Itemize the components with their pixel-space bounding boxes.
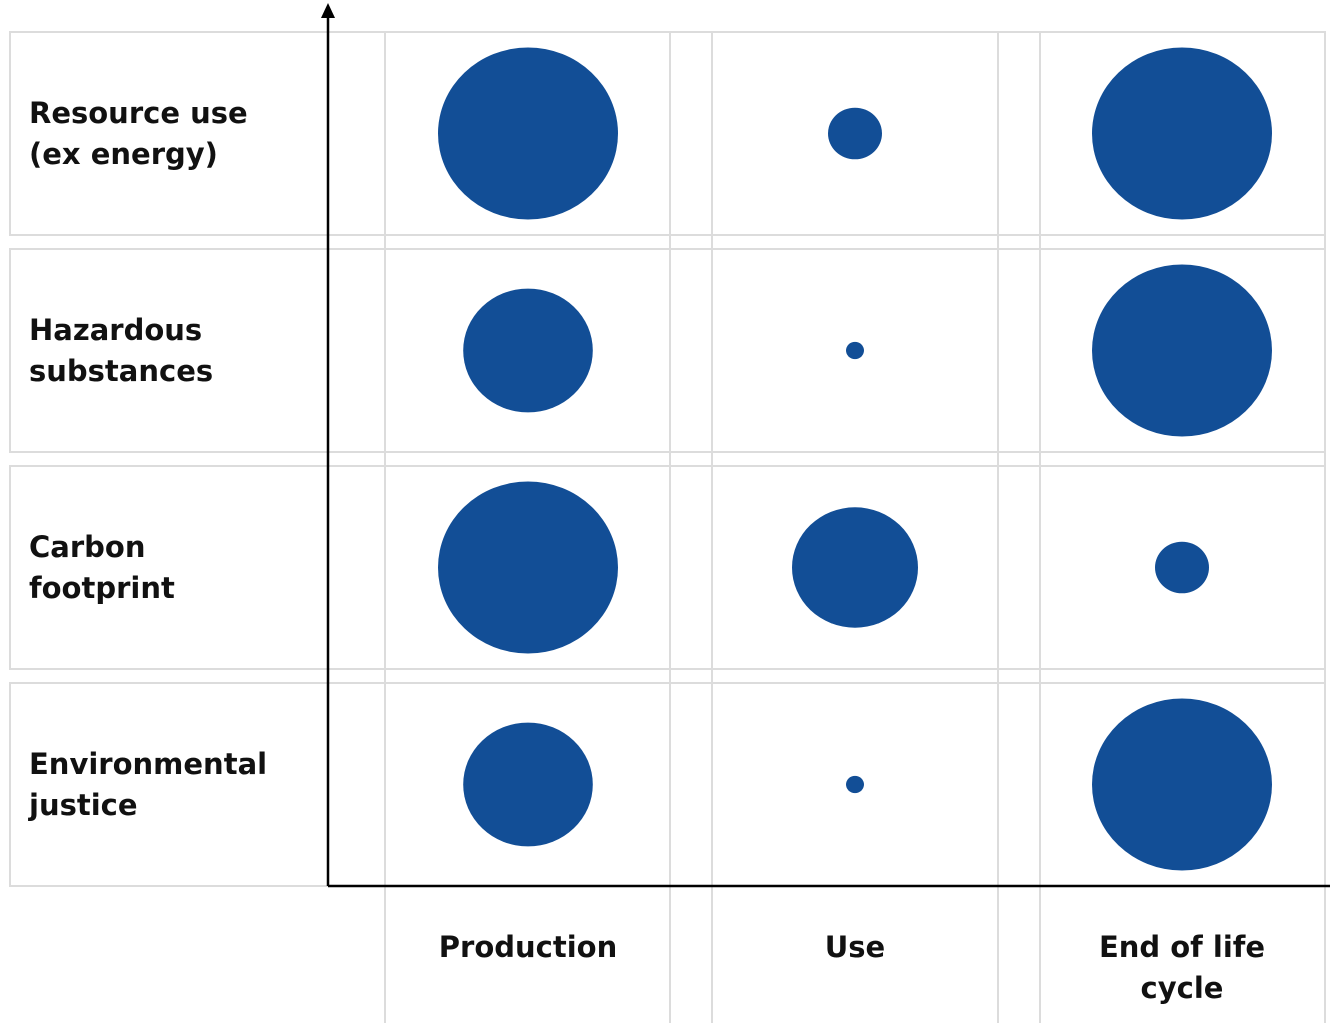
row-label: Hazardous substances [29, 313, 213, 388]
row-label: Environmental justice [28, 747, 267, 822]
bubble [1155, 541, 1209, 594]
y-axis-arrowhead [321, 3, 335, 18]
bubble [846, 341, 864, 360]
bubbles [438, 47, 1272, 871]
row-label-line: Resource use [29, 96, 248, 130]
row-label: Resource use (ex energy) [29, 96, 248, 171]
bubble [792, 507, 918, 628]
column-label-line: End of life [1099, 930, 1265, 964]
row-label-line: footprint [29, 571, 175, 605]
bubble [438, 47, 618, 220]
column-label: Use [825, 930, 885, 964]
column-label: End of life cycle [1099, 930, 1265, 1005]
column-label: Production [439, 930, 617, 964]
bubble [438, 481, 618, 654]
row-label-line: Hazardous [29, 313, 202, 347]
column-label-line: Use [825, 930, 885, 964]
row-label-line: Environmental [29, 747, 267, 781]
row-label-line: substances [29, 354, 213, 388]
row-label-line: Carbon [29, 530, 145, 564]
bubble [463, 722, 593, 847]
row-label: Carbon footprint [29, 530, 175, 605]
row-band-3 [9, 465, 1326, 670]
bubble [1092, 698, 1272, 871]
column-label-line: cycle [1141, 971, 1224, 1005]
row-label-line: justice [28, 788, 138, 822]
row-label-line: (ex energy) [29, 137, 218, 171]
bubble [463, 288, 593, 413]
bubble [846, 775, 864, 794]
column-label-line: Production [439, 930, 617, 964]
axes [321, 3, 1330, 888]
labels: Resource use (ex energy) Hazardous substanc… [28, 96, 1265, 1005]
bubble [1092, 264, 1272, 437]
bubble [1092, 47, 1272, 220]
bubble [828, 107, 882, 160]
